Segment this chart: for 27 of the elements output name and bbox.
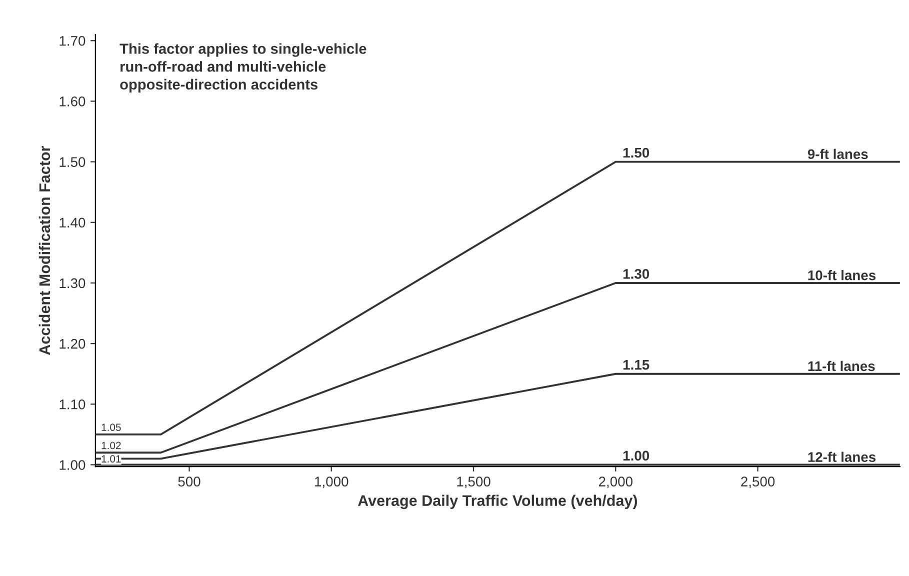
y-tick-label: 1.00 [60,460,86,470]
data-label: 1.00 [623,450,650,461]
series-label: 12-ft lanes [808,452,876,462]
x-tick-label: 2,500 [741,476,775,488]
series-label: 10-ft lanes [808,270,876,280]
y-tick-label: 1.40 [60,218,86,228]
data-label: 1.50 [623,148,650,158]
y-tick-label: 1.30 [60,278,86,288]
y-tick-label: 1.60 [60,96,86,106]
series-label: 11-ft lanes [808,360,875,372]
y-axis-title: Accident Modification Factor [38,146,50,355]
y-tick-label: 1.50 [60,157,86,167]
data-label: 1.15 [623,360,650,370]
y-tick-label: 1.70 [60,36,86,46]
series-label: 9-ft lanes [808,148,868,160]
x-tick-label: 1,500 [457,476,490,488]
annotation: This factor applies to single-vehicle run-off-road and multi-vehicle opposite-direction accidents [120,43,366,92]
data-label: 1.30 [623,269,650,279]
data-label: 1.02 [102,442,121,450]
x-tick-label: 2,000 [598,476,632,488]
data-label: 1.05 [102,424,121,431]
y-tick-label: 1.10 [60,399,86,410]
x-tick-label: 1,000 [315,476,348,488]
data-label: 1.01 [102,455,121,463]
y-tick-label: 1.20 [60,338,86,349]
x-axis-title: Average Daily Traffic Volume (veh/day) [358,494,638,510]
x-tick-label: 500 [178,476,200,486]
